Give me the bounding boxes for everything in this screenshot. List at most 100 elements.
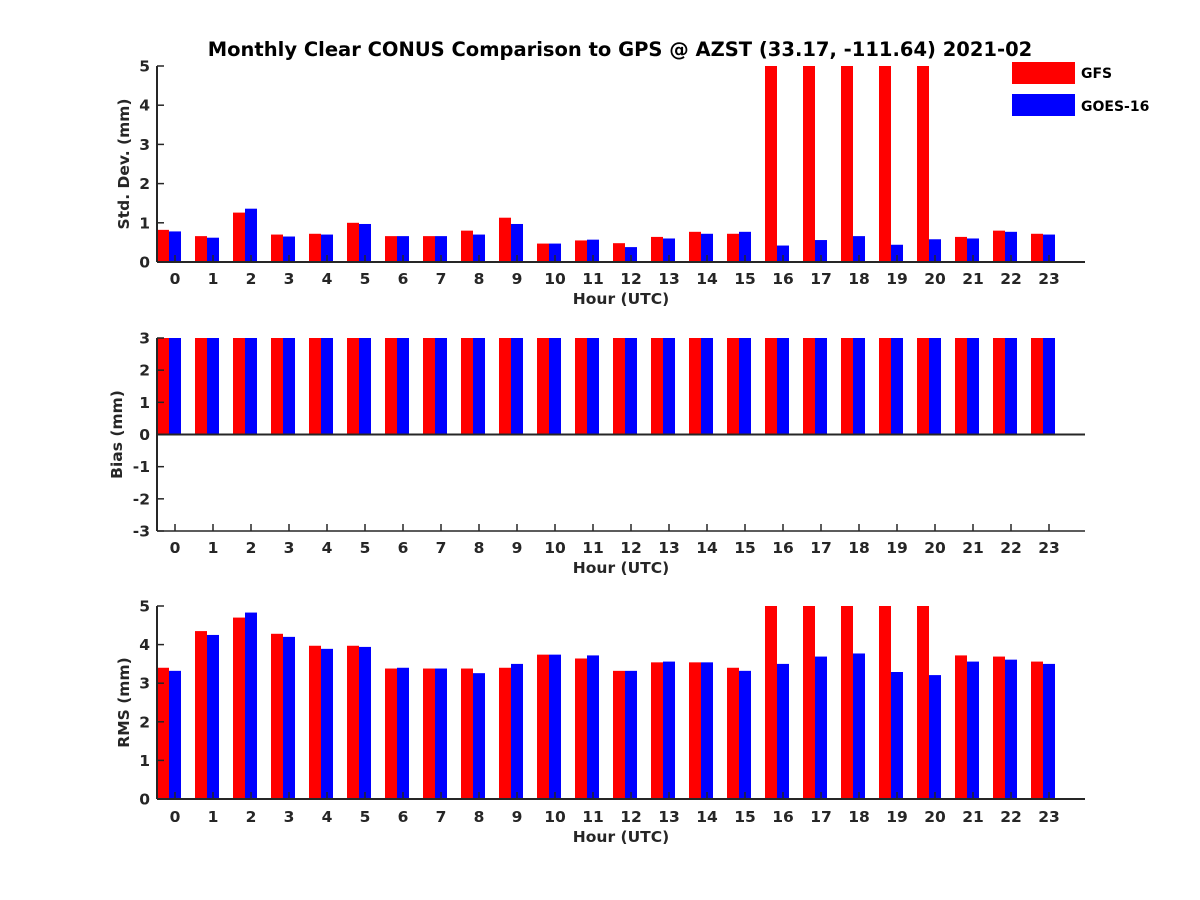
bar-rms-gfs-6 xyxy=(385,668,397,799)
bar-bias-gfs-7 xyxy=(423,338,435,435)
bar-rms-gfs-23 xyxy=(1031,661,1043,799)
x-tick-label: 17 xyxy=(810,539,832,557)
x-tick-label: 11 xyxy=(582,270,604,288)
bar-bias-gfs-22 xyxy=(993,338,1005,435)
bar-bias-goes16-22 xyxy=(1005,338,1017,435)
bar-rms-goes16-18 xyxy=(853,653,865,799)
x-tick-label: 19 xyxy=(886,270,908,288)
bar-rms-goes16-20 xyxy=(929,675,941,799)
x-tick-label: 23 xyxy=(1038,270,1060,288)
bar-bias-gfs-2 xyxy=(233,338,245,435)
x-tick-label: 14 xyxy=(696,270,718,288)
bar-bias-goes16-16 xyxy=(777,338,789,435)
bar-bias-gfs-3 xyxy=(271,338,283,435)
x-tick-label: 9 xyxy=(512,539,523,557)
bar-bias-gfs-12 xyxy=(613,338,625,435)
bar-rms-goes16-10 xyxy=(549,654,561,799)
legend-label-goes16: GOES-16 xyxy=(1081,99,1149,115)
x-tick-label: 6 xyxy=(398,539,409,557)
bar-bias-goes16-12 xyxy=(625,338,637,435)
bar-bias-goes16-6 xyxy=(397,338,409,435)
x-tick-label: 18 xyxy=(848,270,870,288)
bar-stddev-goes16-8 xyxy=(473,234,485,262)
x-tick-label: 0 xyxy=(170,539,181,557)
bar-stddev-gfs-2 xyxy=(233,212,245,262)
x-tick-label: 8 xyxy=(474,539,485,557)
x-tick-label: 17 xyxy=(810,808,832,826)
y-tick-label: 5 xyxy=(139,598,150,616)
bar-rms-goes16-23 xyxy=(1043,663,1055,799)
bar-stddev-goes16-1 xyxy=(207,237,219,262)
x-tick-label: 11 xyxy=(582,539,604,557)
x-tick-label: 18 xyxy=(848,539,870,557)
bar-bias-gfs-13 xyxy=(651,338,663,435)
bar-rms-gfs-8 xyxy=(461,668,473,799)
bar-stddev-gfs-11 xyxy=(575,240,587,262)
y-tick-label: 5 xyxy=(139,58,150,76)
bar-rms-gfs-17 xyxy=(803,606,815,799)
y-tick-label: -1 xyxy=(133,458,150,476)
y-tick-label: 3 xyxy=(139,136,150,154)
x-tick-label: 2 xyxy=(246,808,257,826)
bar-stddev-gfs-19 xyxy=(879,66,891,262)
bar-rms-gfs-21 xyxy=(955,655,967,799)
bar-bias-goes16-1 xyxy=(207,338,219,435)
bar-stddev-goes16-3 xyxy=(283,236,295,262)
bar-bias-gfs-21 xyxy=(955,338,967,435)
bar-stddev-gfs-9 xyxy=(499,217,511,262)
bar-stddev-goes16-7 xyxy=(435,236,447,262)
bar-stddev-goes16-14 xyxy=(701,233,713,262)
bar-stddev-gfs-0 xyxy=(157,229,169,262)
bar-stddev-gfs-5 xyxy=(347,222,359,262)
x-tick-label: 13 xyxy=(658,270,680,288)
bar-bias-gfs-4 xyxy=(309,338,321,435)
bar-bias-goes16-11 xyxy=(587,338,599,435)
bar-rms-goes16-1 xyxy=(207,634,219,799)
x-axis-label: Hour (UTC) xyxy=(573,559,669,577)
bar-stddev-goes16-5 xyxy=(359,223,371,262)
bar-bias-gfs-10 xyxy=(537,338,549,435)
bar-rms-gfs-13 xyxy=(651,662,663,799)
bar-rms-goes16-16 xyxy=(777,663,789,799)
bar-bias-gfs-9 xyxy=(499,338,511,435)
bar-rms-gfs-9 xyxy=(499,667,511,799)
y-tick-label: 4 xyxy=(139,97,150,115)
x-tick-label: 8 xyxy=(474,270,485,288)
x-tick-label: 16 xyxy=(772,270,794,288)
x-tick-label: 13 xyxy=(658,808,680,826)
x-tick-label: 6 xyxy=(398,808,409,826)
y-tick-label: 1 xyxy=(139,214,150,232)
bar-bias-gfs-19 xyxy=(879,338,891,435)
x-tick-label: 2 xyxy=(246,270,257,288)
bar-bias-goes16-15 xyxy=(739,338,751,435)
bar-bias-goes16-8 xyxy=(473,338,485,435)
x-tick-label: 22 xyxy=(1000,539,1022,557)
x-tick-label: 22 xyxy=(1000,808,1022,826)
bar-rms-goes16-21 xyxy=(967,661,979,799)
bar-rms-goes16-4 xyxy=(321,648,333,799)
x-tick-label: 16 xyxy=(772,808,794,826)
bar-stddev-goes16-12 xyxy=(625,247,637,262)
x-tick-label: 19 xyxy=(886,808,908,826)
y-tick-label: 3 xyxy=(139,675,150,693)
bar-rms-goes16-0 xyxy=(169,670,181,799)
bar-bias-gfs-14 xyxy=(689,338,701,435)
x-tick-label: 20 xyxy=(924,270,946,288)
bar-stddev-goes16-0 xyxy=(169,231,181,262)
bar-bias-gfs-11 xyxy=(575,338,587,435)
y-tick-label: 0 xyxy=(139,426,150,444)
bar-bias-goes16-7 xyxy=(435,338,447,435)
y-tick-label: 1 xyxy=(139,394,150,412)
x-tick-label: 11 xyxy=(582,808,604,826)
bar-stddev-goes16-15 xyxy=(739,231,751,262)
bar-rms-goes16-9 xyxy=(511,663,523,799)
x-tick-label: 21 xyxy=(962,270,984,288)
bar-rms-gfs-20 xyxy=(917,606,929,799)
bar-bias-goes16-5 xyxy=(359,338,371,435)
bar-stddev-goes16-9 xyxy=(511,223,523,262)
bar-stddev-gfs-13 xyxy=(651,236,663,262)
bar-bias-gfs-15 xyxy=(727,338,739,435)
bar-rms-goes16-14 xyxy=(701,662,713,799)
